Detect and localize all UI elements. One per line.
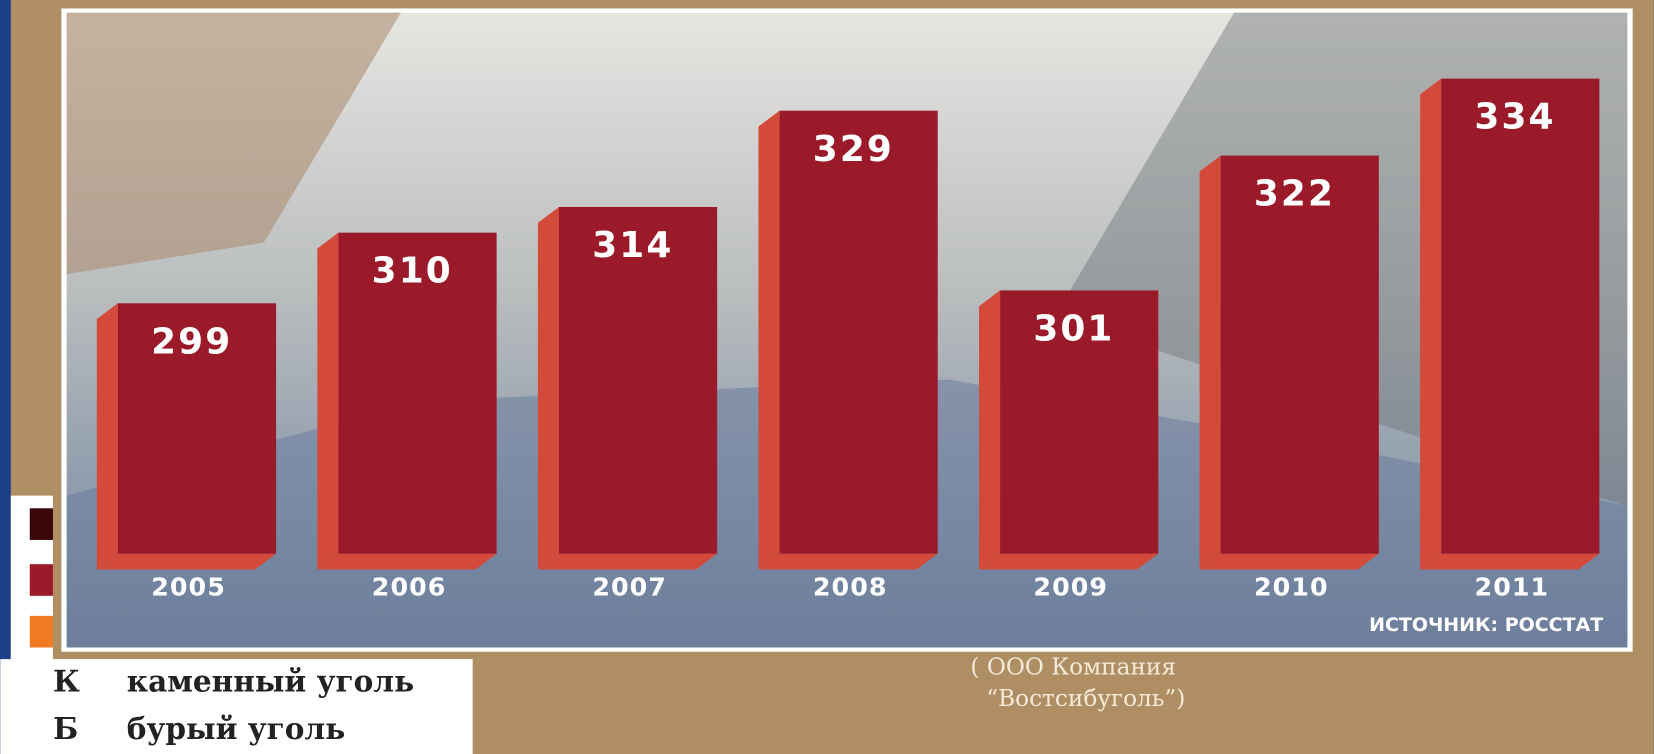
legend-swatch — [29, 615, 53, 648]
bar-front — [1220, 155, 1379, 554]
source: ИСТОЧНИК: РОССТАТ — [1369, 614, 1603, 636]
legend-text: бурый уголь — [127, 711, 346, 746]
value-label: 314 — [592, 225, 673, 266]
value-label: 322 — [1254, 174, 1335, 215]
value-label: 329 — [813, 129, 894, 170]
bar-front — [117, 303, 277, 554]
bar-side — [979, 290, 1001, 570]
bar-side — [1420, 78, 1442, 570]
legend-swatch — [29, 508, 53, 540]
bar-front — [558, 206, 718, 554]
bar-side — [1199, 155, 1221, 570]
bar-bottom — [979, 553, 1159, 570]
value-label: 334 — [1474, 97, 1555, 138]
x-tick-label: 2006 — [372, 572, 447, 601]
bar-side — [96, 303, 118, 570]
bar-side — [758, 110, 780, 570]
bar-front — [338, 232, 497, 554]
value-label: 301 — [1033, 309, 1114, 350]
map-label: ( ООО Компания — [970, 654, 1176, 681]
bar — [1199, 155, 1379, 570]
legend-key: Б — [53, 711, 78, 746]
x-tick-label: 2010 — [1254, 572, 1329, 601]
bar — [317, 232, 497, 570]
bar-side — [317, 232, 339, 570]
x-tick-label: 2007 — [592, 572, 667, 601]
photo-crane — [66, 12, 401, 275]
bar — [96, 303, 277, 570]
legend-text: каменный уголь — [127, 663, 414, 698]
bar-front — [1441, 78, 1600, 554]
bar — [1420, 78, 1600, 570]
bar — [758, 110, 938, 570]
bar — [537, 206, 718, 570]
bar-bottom — [96, 553, 277, 570]
bar-front — [1000, 290, 1159, 554]
bar-side — [537, 206, 559, 570]
map-label: “Востсибуголь”) — [986, 685, 1185, 712]
x-tick-label: 2011 — [1475, 572, 1550, 601]
bar-bottom — [1199, 553, 1379, 570]
legend-key: К — [53, 663, 80, 698]
bar-bottom — [537, 553, 718, 570]
bar — [979, 290, 1159, 570]
bar-bottom — [317, 553, 497, 570]
bar-bottom — [1420, 553, 1600, 570]
value-label: 299 — [151, 321, 232, 362]
bar-front — [779, 110, 938, 554]
x-tick-label: 2009 — [1033, 572, 1108, 601]
legend-swatch — [29, 564, 53, 596]
legend-box — [0, 659, 473, 754]
bar-bottom — [758, 553, 938, 570]
x-tick-label: 2008 — [813, 572, 888, 601]
x-tick-label: 2005 — [151, 572, 226, 601]
value-label: 310 — [372, 251, 453, 292]
